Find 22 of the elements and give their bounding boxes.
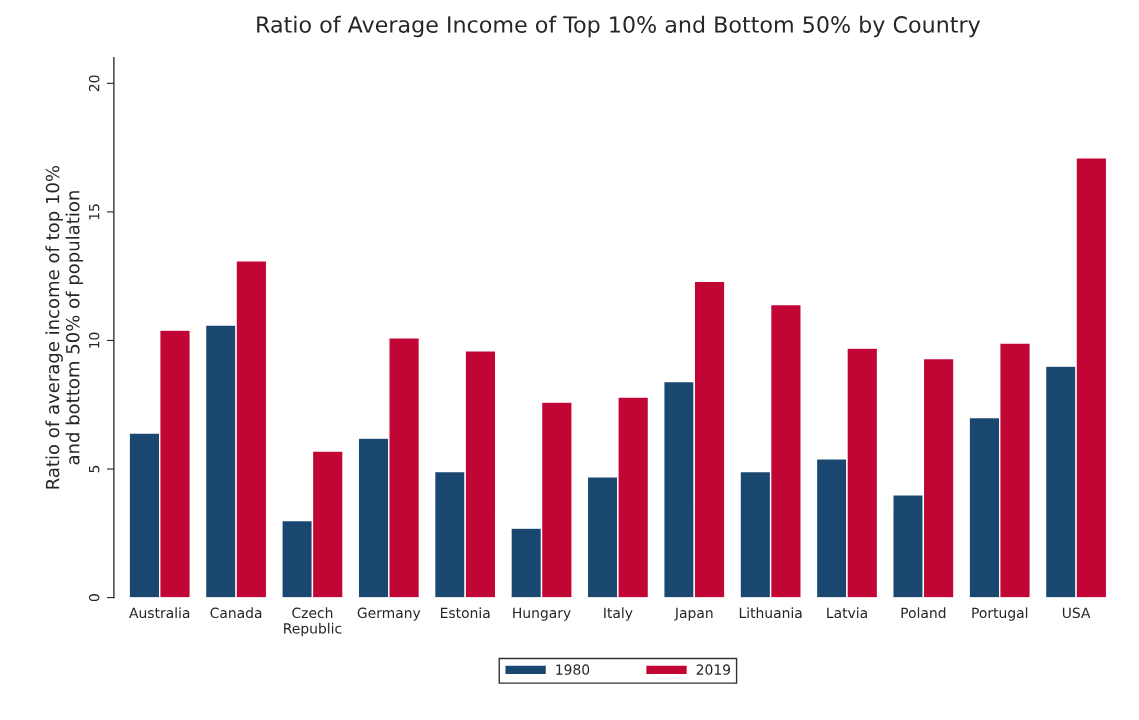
x-tick-label: Estonia [440, 607, 490, 619]
x-tick-label: Poland [901, 607, 946, 619]
chart-title: Ratio of Average Income of Top 10% and Bottom 50% by Country [257, 15, 981, 38]
x-tick-label: USA [1062, 607, 1091, 619]
x-tick-label: Portugal [972, 607, 1028, 621]
y-tick-label: 5 [89, 465, 100, 473]
x-tick-label: Czech Republic [284, 607, 342, 637]
x-tick-label: Lithuania [739, 607, 802, 619]
y-tick-label: 15 [89, 204, 100, 220]
x-tick-label: Australia [129, 607, 190, 619]
y-tick-label: 20 [88, 75, 100, 92]
x-tick-label: Latvia [827, 607, 867, 619]
x-tick-label: Italy [604, 607, 633, 621]
y-tick-label: 10 [88, 332, 100, 348]
x-tick-label: Germany [357, 607, 421, 621]
x-tick-label: Canada [210, 607, 262, 619]
x-tick-label: Hungary [513, 607, 571, 621]
legend-label: 1980 [556, 664, 590, 675]
x-tick-label: Japan [674, 607, 713, 621]
y-tick-label: 0 [88, 594, 100, 602]
y-axis-title: Ratio of average income of top 10% and bottom 50% of population [45, 165, 84, 489]
legend-label: 2019 [696, 664, 731, 675]
